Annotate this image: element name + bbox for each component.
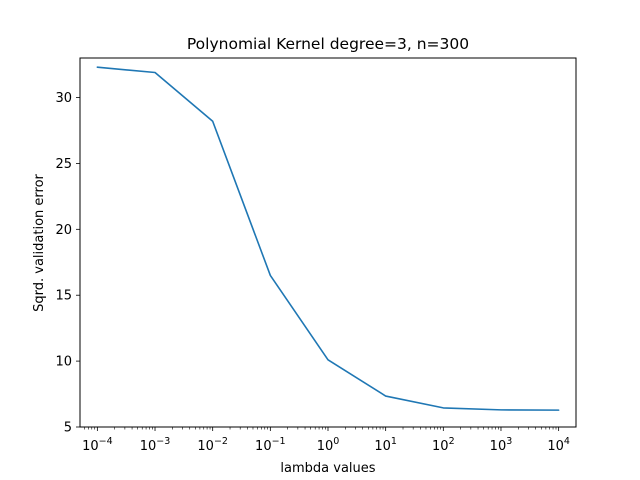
chart-title: Polynomial Kernel degree=3, n=300 bbox=[187, 35, 469, 53]
y-tick-label: 15 bbox=[55, 289, 72, 304]
x-tick-label: 102 bbox=[432, 436, 455, 454]
y-tick-label: 10 bbox=[55, 355, 72, 370]
y-axis-label: Sqrd. validation error bbox=[32, 173, 47, 311]
x-tick-label: 100 bbox=[317, 436, 340, 454]
data-layer bbox=[96, 66, 560, 411]
plot-background bbox=[80, 58, 576, 427]
y-tick-label: 20 bbox=[55, 223, 72, 238]
x-tick-label: 104 bbox=[547, 436, 570, 454]
x-tick-label: 10−4 bbox=[82, 436, 113, 454]
x-tick-label: 10−1 bbox=[255, 436, 286, 454]
plot-frame bbox=[79, 57, 577, 428]
x-tick-label: 103 bbox=[490, 436, 513, 454]
y-tick-label: 30 bbox=[55, 91, 72, 106]
y-axis-ticks: 5 10 15 20 25 30 bbox=[55, 91, 80, 436]
x-tick-label: 101 bbox=[374, 436, 397, 454]
x-tick-label: 10−3 bbox=[140, 436, 171, 454]
series-line-0 bbox=[96, 66, 560, 411]
x-axis-label: lambda values bbox=[280, 461, 375, 476]
y-tick-label: 5 bbox=[64, 421, 72, 436]
x-tick-label: 10−2 bbox=[197, 436, 228, 454]
y-tick-label: 25 bbox=[55, 157, 72, 172]
x-axis-ticks: 10−4 10−3 10−2 10−1 100 101 102 103 104 bbox=[82, 427, 570, 454]
